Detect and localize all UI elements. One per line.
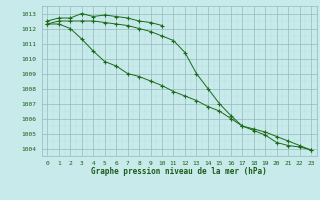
X-axis label: Graphe pression niveau de la mer (hPa): Graphe pression niveau de la mer (hPa) <box>91 167 267 176</box>
